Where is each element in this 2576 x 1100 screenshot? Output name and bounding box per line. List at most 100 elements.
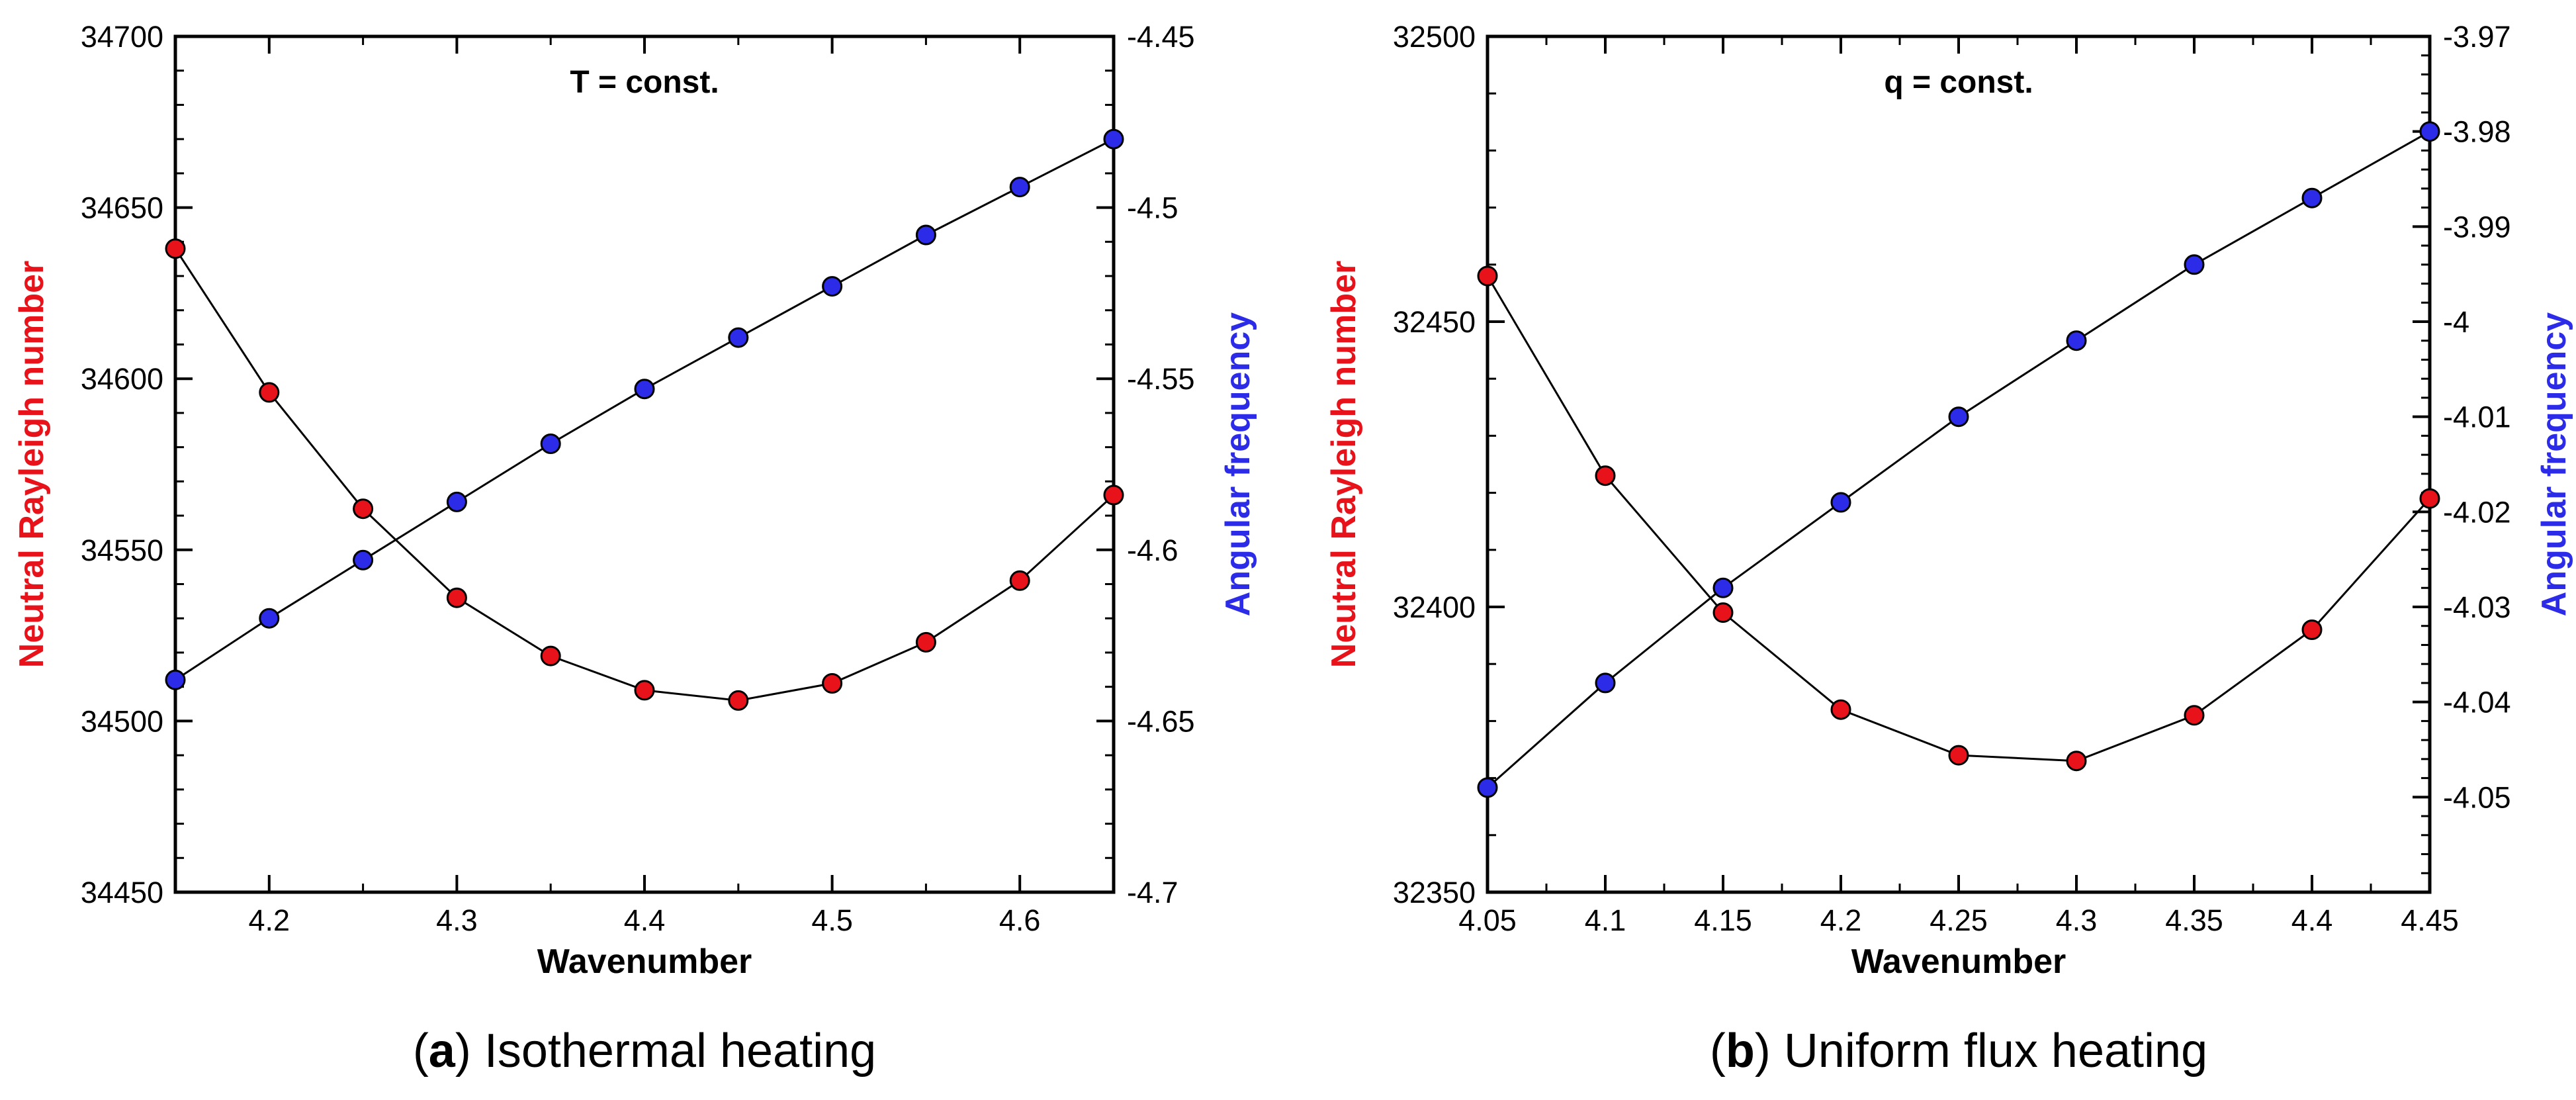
y-left-tick-label: 34700 bbox=[81, 20, 163, 54]
caption-panel-label: b bbox=[1726, 1025, 1755, 1077]
x-axis-label: Wavenumber bbox=[537, 942, 752, 981]
y-right-tick-label: -3.98 bbox=[2443, 115, 2511, 149]
caption-panel-label: a bbox=[429, 1025, 456, 1077]
y-left-tick-label: 34550 bbox=[81, 533, 163, 567]
data-point-rayleigh bbox=[446, 587, 467, 608]
data-point-frequency bbox=[2066, 330, 2087, 351]
y-right-tick-label: -3.99 bbox=[2443, 210, 2511, 244]
data-point-frequency bbox=[165, 669, 186, 690]
y-left-tick-label: 34600 bbox=[81, 362, 163, 396]
data-point-frequency bbox=[259, 608, 280, 629]
data-point-frequency bbox=[2419, 121, 2440, 142]
x-axis-label: Wavenumber bbox=[1851, 942, 2066, 981]
y-right-tick-label: -4.01 bbox=[2443, 400, 2511, 434]
data-point-frequency bbox=[1948, 406, 1969, 428]
y-right-axis-label: Angular frequency bbox=[2535, 312, 2573, 616]
y-right-tick-label: -4.55 bbox=[1127, 362, 1195, 396]
data-point-rayleigh bbox=[1712, 602, 1734, 623]
series-line-frequency bbox=[1487, 130, 2430, 789]
caption-text: Isothermal heating bbox=[484, 1025, 876, 1077]
data-point-rayleigh bbox=[822, 673, 843, 694]
data-point-rayleigh bbox=[634, 680, 655, 701]
x-tick-label: 4.1 bbox=[1585, 903, 1626, 937]
series-line-rayleigh bbox=[174, 248, 1115, 702]
data-point-rayleigh bbox=[1595, 465, 1616, 486]
data-point-frequency bbox=[2301, 187, 2323, 208]
data-point-frequency bbox=[1009, 177, 1030, 198]
data-point-frequency bbox=[634, 379, 655, 400]
data-point-frequency bbox=[446, 491, 467, 512]
figure-caption: (b) Uniform flux heating bbox=[1710, 1025, 2207, 1077]
x-tick-label: 4.45 bbox=[2401, 903, 2459, 937]
x-tick-label: 4.3 bbox=[436, 903, 478, 937]
series-line-frequency bbox=[175, 138, 1114, 681]
caption-close-paren: ) bbox=[1755, 1025, 1784, 1077]
caption-open-paren: ( bbox=[413, 1025, 429, 1077]
figure-caption: (a) Isothermal heating bbox=[413, 1025, 876, 1077]
y-right-tick-label: -4.04 bbox=[2443, 686, 2511, 719]
plot-title: T = const. bbox=[570, 65, 719, 100]
x-tick-label: 4.4 bbox=[624, 903, 666, 937]
data-point-rayleigh bbox=[2066, 751, 2087, 772]
data-point-frequency bbox=[728, 327, 749, 348]
data-point-frequency bbox=[1830, 492, 1851, 513]
data-point-frequency bbox=[822, 276, 843, 297]
data-point-frequency bbox=[2184, 254, 2205, 275]
x-tick-label: 4.2 bbox=[1820, 903, 1862, 937]
y-left-tick-label: 34650 bbox=[81, 191, 163, 225]
data-point-frequency bbox=[915, 224, 936, 246]
data-point-rayleigh bbox=[1103, 484, 1124, 506]
y-right-tick-label: -4.02 bbox=[2443, 495, 2511, 529]
data-point-frequency bbox=[1595, 672, 1616, 694]
data-point-rayleigh bbox=[540, 645, 561, 666]
y-right-tick-label: -4.65 bbox=[1127, 704, 1195, 738]
series-line-rayleigh bbox=[1486, 275, 2431, 762]
y-right-tick-label: -3.97 bbox=[2443, 20, 2511, 54]
y-right-tick-label: -4.03 bbox=[2443, 590, 2511, 624]
y-right-tick-label: -4.5 bbox=[1127, 191, 1178, 225]
data-point-rayleigh bbox=[1948, 745, 1969, 766]
plot-title: q = const. bbox=[1884, 65, 2033, 100]
y-left-axis-label: Neutral Rayleigh number bbox=[13, 261, 51, 668]
data-point-rayleigh bbox=[1009, 570, 1030, 591]
x-tick-label: 4.3 bbox=[2056, 903, 2098, 937]
data-point-rayleigh bbox=[259, 382, 280, 403]
y-left-tick-label: 32350 bbox=[1393, 876, 1476, 909]
x-tick-label: 4.2 bbox=[249, 903, 290, 937]
y-left-axis-label: Neutral Rayleigh number bbox=[1325, 261, 1363, 668]
y-left-tick-label: 34500 bbox=[81, 704, 163, 738]
y-left-tick-label: 32500 bbox=[1393, 20, 1476, 54]
x-tick-label: 4.25 bbox=[1930, 903, 1988, 937]
chart-panel-a: 4.2 4.3 4.4 4.5 4.6 34450 34500 34550 34600 34650… bbox=[13, 20, 1257, 1077]
y-right-tick-label: -4 bbox=[2443, 305, 2469, 339]
caption-text: Uniform flux heating bbox=[1784, 1025, 2207, 1077]
data-point-frequency bbox=[1103, 128, 1124, 150]
y-right-axis-label: Angular frequency bbox=[1219, 312, 1257, 616]
data-point-frequency bbox=[1477, 777, 1498, 798]
chart-panel-b: 4.05 4.1 4.15 4.2 4.25 4.3 4.35 4.4 4.45 32350 324… bbox=[1325, 20, 2573, 1077]
x-tick-label: 4.05 bbox=[1458, 903, 1517, 937]
x-tick-label: 4.6 bbox=[999, 903, 1041, 937]
y-left-tick-label: 32400 bbox=[1393, 590, 1476, 624]
x-tick-label: 4.15 bbox=[1694, 903, 1752, 937]
y-right-tick-label: -4.45 bbox=[1127, 20, 1195, 54]
x-tick-label: 4.4 bbox=[2291, 903, 2333, 937]
data-point-rayleigh bbox=[2419, 488, 2440, 509]
x-tick-label: 4.5 bbox=[811, 903, 853, 937]
caption-open-paren: ( bbox=[1710, 1025, 1726, 1077]
data-point-frequency bbox=[1712, 577, 1734, 598]
y-right-tick-label: -4.05 bbox=[2443, 780, 2511, 814]
data-point-frequency bbox=[540, 434, 561, 454]
data-point-rayleigh bbox=[728, 690, 749, 711]
data-point-rayleigh bbox=[353, 498, 374, 520]
y-left-tick-label: 34450 bbox=[81, 876, 163, 909]
data-point-rayleigh bbox=[2184, 705, 2205, 726]
y-right-tick-label: -4.7 bbox=[1127, 876, 1178, 909]
plot-frame bbox=[173, 34, 1116, 894]
data-point-rayleigh bbox=[165, 238, 186, 259]
y-right-tick-label: -4.6 bbox=[1127, 533, 1178, 567]
y-left-tick-label: 32450 bbox=[1393, 305, 1476, 339]
data-point-rayleigh bbox=[1477, 265, 1498, 287]
caption-close-paren: ) bbox=[455, 1025, 484, 1077]
